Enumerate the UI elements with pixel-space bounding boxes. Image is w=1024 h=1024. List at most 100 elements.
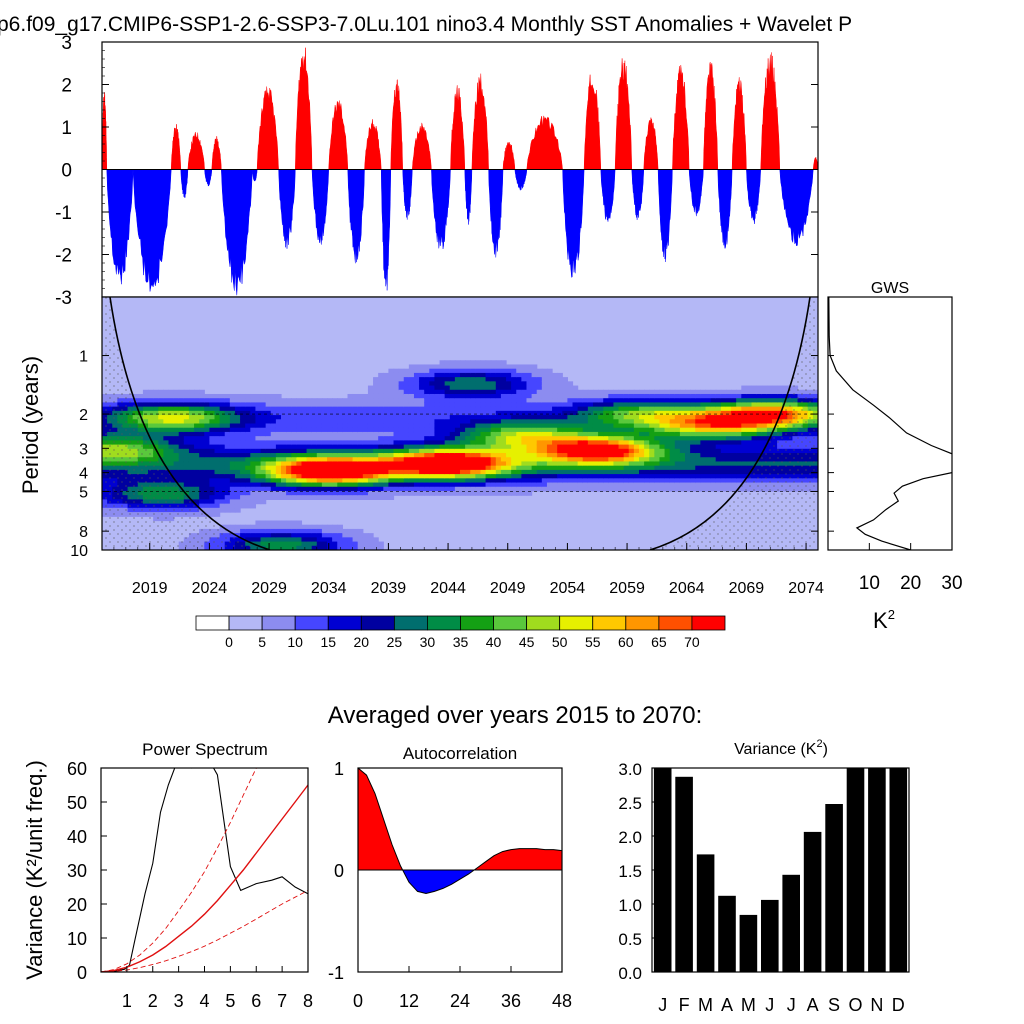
power-cell <box>603 402 609 408</box>
power-cell <box>245 482 251 488</box>
power-cell <box>475 419 482 425</box>
power-cell <box>715 444 722 450</box>
power-cell <box>183 427 190 433</box>
power-cell <box>736 448 742 454</box>
power-cell <box>403 423 410 429</box>
power-cell <box>419 448 425 454</box>
power-cell <box>209 469 216 475</box>
power-cell <box>337 419 343 425</box>
power-cell <box>362 533 369 538</box>
power-cell <box>357 410 364 416</box>
power-cell <box>403 448 410 454</box>
power-cell <box>275 528 282 534</box>
power-cell <box>204 495 210 500</box>
power-cell <box>219 469 226 475</box>
power-cell <box>383 431 389 437</box>
power-cell <box>715 486 722 492</box>
power-cell <box>419 406 425 412</box>
power-cell <box>281 490 287 496</box>
power-cell <box>209 495 216 500</box>
power-cell <box>265 457 272 463</box>
power-cell <box>710 415 717 420</box>
power-cell <box>378 393 384 399</box>
power-cell <box>700 436 707 441</box>
power-cell <box>480 364 487 370</box>
power-cell <box>306 469 313 475</box>
power-cell <box>715 431 722 437</box>
power-cell <box>475 465 482 471</box>
power-cell <box>506 490 512 496</box>
power-cell <box>388 465 395 471</box>
power-cell <box>495 419 502 425</box>
power-cell <box>690 402 696 408</box>
power-cell <box>725 486 732 492</box>
power-cell <box>327 465 333 471</box>
power-cell <box>434 486 441 492</box>
power-cell <box>347 537 354 543</box>
power-cell <box>639 469 645 475</box>
power-cell <box>628 398 635 404</box>
power-cell <box>163 436 170 441</box>
power-cell <box>603 431 609 437</box>
power-cell <box>608 393 615 399</box>
power-cell <box>209 457 216 463</box>
power-cell <box>685 461 691 467</box>
power-cell <box>229 410 236 416</box>
power-cell <box>725 389 732 395</box>
power-cell <box>562 389 568 395</box>
power-cell <box>383 389 389 395</box>
power-cell <box>373 478 379 484</box>
power-cell <box>592 410 599 416</box>
power-cell <box>731 440 737 446</box>
power-cell <box>270 524 277 530</box>
power-cell <box>224 495 231 500</box>
power-cell <box>286 431 292 437</box>
power-cell <box>194 469 200 475</box>
power-cell <box>741 427 747 433</box>
power-cell <box>685 469 691 475</box>
power-cell <box>224 486 231 492</box>
power-cell <box>439 389 446 395</box>
power-cell <box>449 482 456 488</box>
power-cell <box>255 398 262 404</box>
power-cell <box>679 453 686 458</box>
power-cell <box>219 448 226 454</box>
power-cell <box>725 398 732 404</box>
power-cell <box>296 495 303 500</box>
power-cell <box>490 486 497 492</box>
power-cell <box>572 423 579 429</box>
power-cell <box>623 431 630 437</box>
y-tick-label: 10 <box>67 929 87 949</box>
power-cell <box>275 461 282 467</box>
power-cell <box>255 499 262 505</box>
power-cell <box>352 495 359 500</box>
power-cell <box>454 431 461 437</box>
power-cell <box>306 545 313 550</box>
power-cell <box>311 423 318 429</box>
power-cell <box>444 465 451 471</box>
power-cell <box>454 482 461 488</box>
power-cell <box>552 402 558 408</box>
power-cell <box>715 448 722 454</box>
power-cell <box>741 385 747 391</box>
power-cell <box>188 444 195 450</box>
power-cell <box>500 474 507 479</box>
power-cell <box>270 478 277 484</box>
power-cell <box>321 524 328 530</box>
colorbar-label: 5 <box>258 634 266 650</box>
power-cell <box>649 427 655 433</box>
power-cell <box>296 490 303 496</box>
power-cell <box>321 406 328 412</box>
colorbar-swatch <box>195 615 230 631</box>
month-label: M <box>698 995 713 1015</box>
power-cell <box>204 448 210 454</box>
negative-anomaly <box>717 169 733 249</box>
power-cell <box>158 436 164 441</box>
power-cell <box>705 482 712 488</box>
power-cell <box>183 490 190 496</box>
power-cell <box>521 402 528 408</box>
power-cell <box>373 377 379 382</box>
power-cell <box>521 410 528 416</box>
power-cell <box>183 406 190 412</box>
power-cell <box>587 448 594 454</box>
